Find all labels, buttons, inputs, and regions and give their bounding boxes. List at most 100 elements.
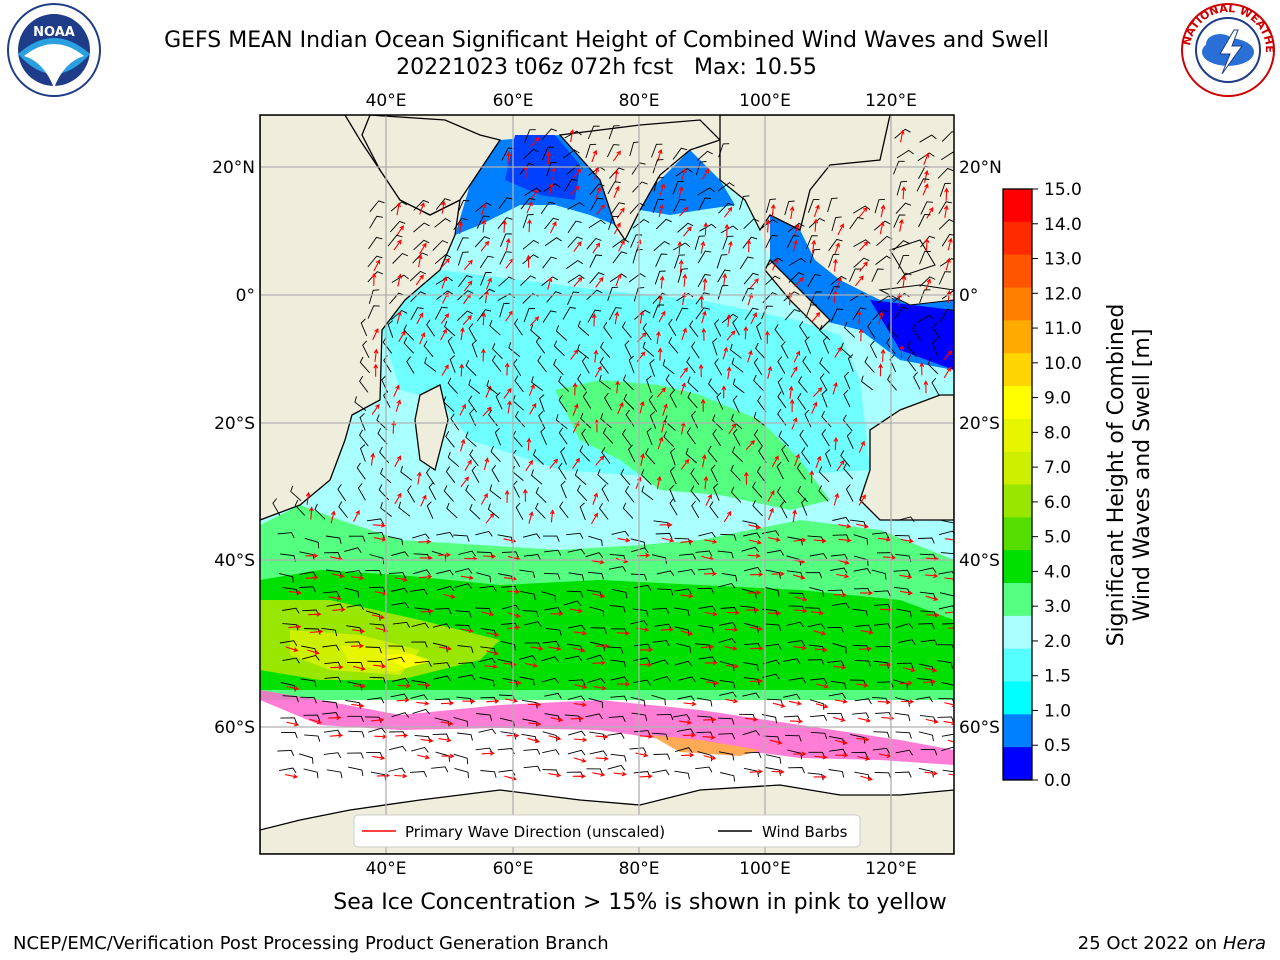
wind-barb xyxy=(938,530,954,536)
wind-barb xyxy=(893,214,906,228)
wave-direction-arrow xyxy=(657,347,663,361)
wind-barb xyxy=(764,623,782,631)
wind-barb xyxy=(776,461,784,480)
colorbar-tick-label: 12.0 xyxy=(1044,284,1082,304)
wind-barb xyxy=(519,569,536,579)
wave-direction-arrow xyxy=(746,607,760,613)
wave-direction-arrow xyxy=(743,471,749,485)
wind-barb xyxy=(927,358,939,375)
wind-barb xyxy=(282,657,300,664)
noaa-logo-text: NOAA xyxy=(33,25,75,40)
right-lat-labels: 20°N 0° 20°S 40°S 60°S xyxy=(959,158,1002,738)
colorbar-tick-label: 14.0 xyxy=(1044,215,1082,235)
wind-barb xyxy=(731,357,744,373)
wind-barb xyxy=(821,389,828,408)
wind-barb xyxy=(744,751,762,758)
wave-direction-arrow xyxy=(391,420,397,434)
wind-barb xyxy=(447,336,455,354)
wind-barb xyxy=(919,134,937,143)
wind-barb xyxy=(391,677,410,684)
wind-barb xyxy=(920,610,937,618)
wave-direction-arrow xyxy=(726,313,732,327)
colorbar-tick-label: 9.0 xyxy=(1044,389,1071,409)
wind-barb xyxy=(695,292,710,305)
wind-barb xyxy=(741,546,760,553)
wave-direction-arrow xyxy=(922,183,929,196)
wind-barb xyxy=(717,269,731,283)
wind-barb xyxy=(347,752,364,759)
wave-direction-arrow xyxy=(481,203,487,216)
wave-direction-arrow xyxy=(550,611,564,617)
wind-barb xyxy=(564,655,583,662)
wave-direction-arrow xyxy=(792,574,806,580)
wind-barb xyxy=(630,234,643,248)
wind-barb xyxy=(695,766,713,773)
wind-barb xyxy=(714,358,723,376)
wave-direction-arrow xyxy=(723,206,733,218)
wind-barb xyxy=(893,160,905,175)
wave-direction-arrow xyxy=(310,629,324,635)
wave-direction-arrow xyxy=(396,697,410,703)
wind-barb xyxy=(919,250,931,265)
wave-direction-arrow xyxy=(370,452,376,466)
wind-barb xyxy=(457,732,473,741)
wind-barb xyxy=(498,197,513,210)
wind-barb xyxy=(409,771,427,778)
wave-direction-arrow xyxy=(858,646,872,652)
wind-barb xyxy=(761,305,773,320)
wind-barb xyxy=(742,520,758,530)
wave-direction-arrow xyxy=(352,665,366,671)
wave-direction-arrow xyxy=(701,454,707,468)
wind-barb xyxy=(938,571,954,576)
wind-barb xyxy=(843,371,851,390)
wind-barb xyxy=(786,621,804,628)
wind-barb xyxy=(651,732,669,741)
wave-direction-arrow xyxy=(788,385,794,399)
wind-barb xyxy=(854,624,872,631)
wind-barb xyxy=(642,341,655,357)
wind-barb xyxy=(522,148,539,160)
wave-direction-arrow xyxy=(329,733,344,738)
wind-barb xyxy=(920,201,933,215)
wave-direction-arrow xyxy=(925,595,939,602)
wind-barb xyxy=(675,747,693,753)
wave-direction-arrow xyxy=(833,592,847,598)
wave-direction-arrow xyxy=(420,738,434,743)
wave-direction-arrow xyxy=(506,151,512,165)
wind-barb xyxy=(940,552,954,555)
wind-barb xyxy=(695,161,707,176)
wind-barb xyxy=(567,749,586,756)
wind-barb xyxy=(674,588,692,595)
wave-direction-arrow xyxy=(749,278,759,289)
wave-direction-arrow xyxy=(944,537,954,543)
wind-barb xyxy=(610,676,629,683)
wind-barb xyxy=(490,445,501,463)
wind-barb xyxy=(718,621,737,628)
wind-barb xyxy=(523,748,541,755)
wind-barb xyxy=(544,237,562,247)
wind-barb xyxy=(896,662,914,669)
wind-barb xyxy=(388,767,406,774)
wind-barb xyxy=(864,356,875,373)
wind-barb xyxy=(656,713,674,721)
wave-direction-arrow xyxy=(394,455,402,468)
wind-barb xyxy=(874,220,891,231)
wind-barb xyxy=(641,485,654,501)
wind-barb xyxy=(582,391,592,409)
wind-barb xyxy=(645,448,656,465)
wind-barb xyxy=(542,749,560,755)
wave-direction-arrow xyxy=(682,732,697,738)
wave-direction-arrow xyxy=(332,607,346,613)
wind-barb xyxy=(376,414,388,431)
wind-barb xyxy=(896,272,912,285)
wind-barb xyxy=(781,444,790,463)
svg-text:60°E: 60°E xyxy=(493,859,534,879)
wind-barb xyxy=(599,374,612,390)
wave-direction-arrow xyxy=(678,185,684,199)
wave-direction-arrow xyxy=(530,137,540,148)
wind-barb xyxy=(718,751,735,761)
wind-barb xyxy=(479,677,495,687)
wave-direction-arrow xyxy=(486,698,500,704)
wave-direction-arrow xyxy=(373,348,379,362)
wind-barb xyxy=(476,215,490,229)
